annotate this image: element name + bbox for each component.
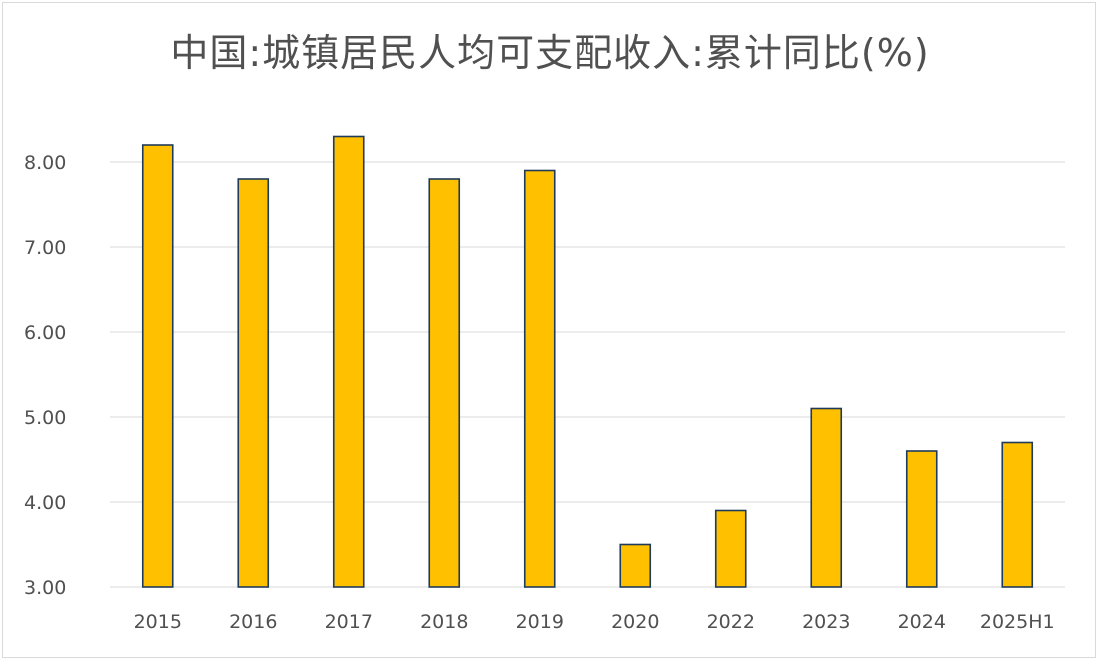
y-tick-label: 8.00 (24, 152, 66, 174)
bar-2018 (428, 178, 461, 588)
bar-2025H1 (1001, 441, 1034, 588)
x-category-label: 2025H1 (980, 611, 1055, 633)
x-category-label: 2015 (134, 611, 182, 633)
gridlines (110, 161, 1065, 588)
x-category-label: 2020 (611, 611, 659, 633)
bar-2023 (810, 407, 843, 588)
bar-2019 (523, 169, 556, 588)
chart-title: 中国:城镇居民人均可支配收入:累计同比(%) (170, 31, 930, 75)
bars (141, 135, 1034, 588)
y-axis-tick-labels: 3.00 4.00 5.00 6.00 7.00 8.00 (24, 152, 66, 599)
y-tick-label: 3.00 (24, 577, 66, 599)
x-category-label: 2019 (516, 611, 564, 633)
y-tick-label: 4.00 (24, 492, 66, 514)
x-category-label: 2017 (325, 611, 373, 633)
x-category-label: 2016 (229, 611, 277, 633)
x-axis-category-labels: 2015 2016 2017 2018 2019 2020 2022 2023 2024 2025… (134, 611, 1055, 633)
y-tick-label: 6.00 (24, 322, 66, 344)
y-tick-label: 7.00 (24, 237, 66, 259)
bar-2015 (141, 144, 174, 588)
x-category-label: 2022 (707, 611, 755, 633)
bar-2020 (619, 543, 652, 588)
bar-2017 (332, 135, 365, 588)
bar-2022 (714, 509, 747, 588)
bar-2016 (237, 178, 270, 588)
bar-2024 (905, 450, 938, 588)
x-category-label: 2018 (420, 611, 468, 633)
x-category-label: 2024 (898, 611, 946, 633)
x-category-label: 2023 (802, 611, 850, 633)
y-tick-label: 5.00 (24, 407, 66, 429)
